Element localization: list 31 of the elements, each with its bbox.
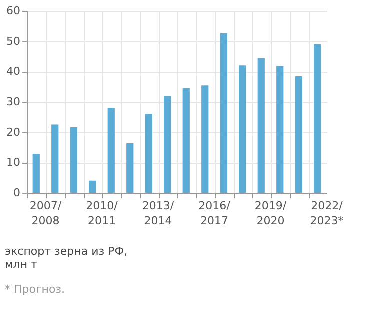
bar	[220, 33, 228, 193]
y-tick-label: 50	[6, 34, 20, 48]
bar	[126, 144, 134, 193]
bar	[145, 114, 152, 193]
y-tick-label: 20	[6, 126, 20, 139]
y-tick-label: 10	[6, 156, 20, 170]
bar	[239, 66, 246, 193]
bar	[258, 58, 265, 193]
x-tick-label: 2019/2020	[254, 200, 287, 228]
x-tick-label: 2010/2011	[86, 200, 118, 228]
bar	[295, 76, 302, 193]
bar	[182, 88, 190, 193]
text: * Прогноз.	[5, 283, 66, 296]
bar	[32, 154, 40, 193]
bar	[108, 108, 115, 193]
text: экспорт зерна из РФ, млн т	[5, 245, 128, 271]
bar	[202, 86, 209, 193]
bar	[314, 44, 322, 193]
x-tick-label: 2013/2014	[142, 200, 174, 228]
bar	[70, 127, 78, 193]
y-tick-label: 60	[6, 4, 20, 18]
bar	[89, 180, 96, 193]
x-tick-label: 2022/2023*	[310, 200, 344, 228]
x-tick-label: 2016/2017	[198, 200, 231, 228]
bar	[276, 66, 284, 193]
y-tick-label: 0	[14, 186, 20, 200]
bar	[52, 124, 59, 193]
y-tick-label: 40	[6, 65, 20, 78]
y-tick-label: 30	[6, 96, 20, 108]
x-tick-label: 2007/2008	[30, 200, 62, 228]
bar	[164, 96, 172, 193]
